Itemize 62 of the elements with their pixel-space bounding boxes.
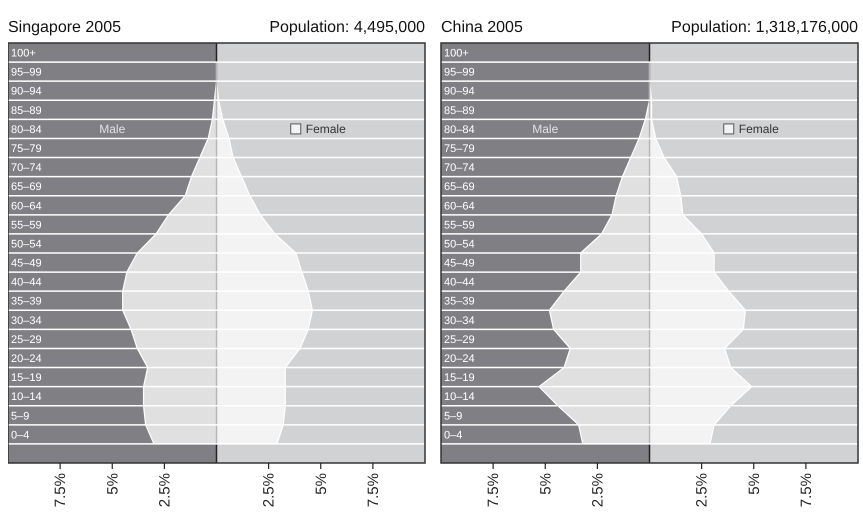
y-tick-label: 50–54 — [444, 238, 475, 250]
y-tick-label: 70–74 — [11, 162, 42, 174]
y-tick-label: 45–49 — [11, 258, 42, 270]
y-tick-label: 70–74 — [444, 162, 475, 174]
x-tick-label: 2.5% — [589, 473, 606, 508]
y-tick-label: 50–54 — [11, 238, 42, 250]
y-tick-label: 100+ — [11, 48, 36, 60]
y-tick-label: 40–44 — [11, 276, 42, 289]
x-tick-label: 7.5% — [52, 473, 70, 508]
y-tick-label: 25–29 — [11, 334, 42, 346]
y-tick-label: 35–39 — [444, 296, 475, 308]
y-tick-label: 30–34 — [11, 314, 42, 327]
y-tick-label: 10–14 — [444, 391, 475, 404]
y-tick-label: 95–99 — [444, 66, 475, 79]
y-tick-label: 100+ — [444, 48, 469, 60]
y-tick-label: 90–94 — [444, 86, 475, 98]
y-tick-label: 15–19 — [444, 372, 475, 384]
y-tick-label: 0–4 — [444, 429, 462, 442]
y-tick-label: 0–4 — [11, 429, 30, 442]
y-tick-label: 55–59 — [11, 219, 42, 232]
y-tick-label: 95–99 — [11, 66, 42, 79]
y-tick-label: 55–59 — [444, 219, 475, 232]
y-tick-label: 60–64 — [444, 200, 475, 212]
legend-label: Female — [306, 122, 346, 136]
chart-title: Singapore 2005 — [8, 19, 122, 36]
legend-label: Female — [738, 122, 780, 136]
x-tick-label: 7.5% — [364, 473, 382, 508]
y-tick-label: 25–29 — [444, 334, 475, 346]
y-tick-label: 15–19 — [11, 372, 42, 384]
x-tick-label: 7.5% — [798, 473, 815, 508]
chart-subtitle: Population: 4,495,000 — [269, 19, 426, 36]
x-tick-label: 2.5% — [260, 473, 278, 508]
y-tick-label: 20–24 — [444, 353, 475, 365]
x-tick-label: 2.5% — [156, 473, 174, 508]
text: Male — [99, 122, 126, 136]
x-tick-label: 5% — [746, 473, 763, 495]
x-tick-label: 5% — [537, 473, 554, 495]
y-tick-label: 35–39 — [11, 296, 42, 308]
y-tick-label: 75–79 — [444, 143, 475, 155]
chart-subtitle: Population: 1,318,176,000 — [671, 19, 858, 36]
y-tick-label: 85–89 — [11, 104, 42, 117]
y-tick-label: 45–49 — [444, 258, 475, 270]
x-tick-label: 5% — [104, 473, 122, 495]
y-tick-label: 65–69 — [444, 181, 475, 194]
y-tick-label: 75–79 — [11, 143, 42, 155]
y-tick-label: 40–44 — [444, 276, 475, 289]
y-tick-label: 80–84 — [444, 124, 475, 136]
y-tick-label: 80–84 — [11, 124, 42, 136]
y-tick-label: 30–34 — [444, 314, 475, 327]
y-tick-label: 85–89 — [444, 104, 475, 117]
x-tick-label: 2.5% — [694, 473, 711, 508]
y-tick-label: 5–9 — [11, 410, 30, 422]
y-tick-label: 90–94 — [11, 86, 42, 98]
y-tick-label: 5–9 — [444, 410, 462, 422]
y-tick-label: 60–64 — [11, 200, 42, 212]
y-tick-label: 20–24 — [11, 353, 42, 365]
x-tick-label: 5% — [312, 473, 330, 495]
x-tick-label: 7.5% — [485, 473, 502, 508]
chart-title: China 2005 — [441, 19, 523, 36]
y-tick-label: 10–14 — [11, 391, 42, 404]
text: Male — [532, 122, 559, 136]
y-tick-label: 65–69 — [11, 181, 42, 194]
